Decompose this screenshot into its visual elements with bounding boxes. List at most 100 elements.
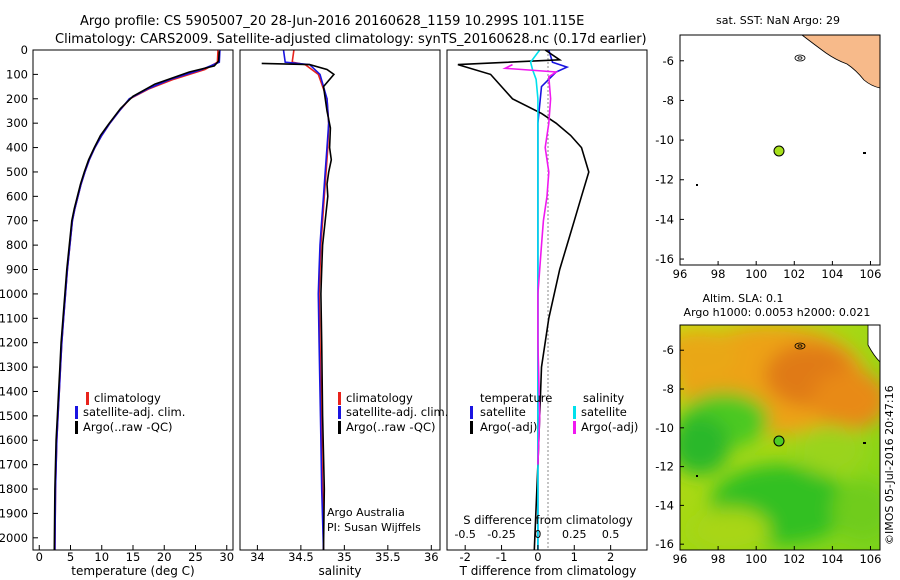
sst-map-title: sat. SST: NaN Argo: 29 bbox=[716, 14, 840, 27]
y-tick-label: -14 bbox=[655, 212, 674, 226]
salinity-climatology-line bbox=[291, 49, 330, 551]
y-tick-label: -16 bbox=[655, 252, 674, 266]
imos-timestamp: ©IMOS 05-Jul-2016 20:47:16 bbox=[883, 385, 896, 545]
x-tick-label: 35.5 bbox=[375, 550, 401, 564]
x-tick-label: 5 bbox=[67, 550, 74, 564]
x-tick-label: 15 bbox=[126, 550, 141, 564]
x-tick-label: 106 bbox=[859, 267, 881, 281]
y-tick-label: -10 bbox=[655, 133, 674, 147]
s-tick-label: -0.25 bbox=[487, 528, 515, 541]
difference-series bbox=[457, 49, 590, 551]
legend-label: Argo(-adj) bbox=[581, 420, 638, 434]
y-tick-label: -10 bbox=[655, 421, 674, 435]
legend-label: Argo(..raw -QC) bbox=[346, 420, 436, 434]
island-christmas bbox=[863, 442, 866, 444]
x-tick-label: 102 bbox=[783, 267, 805, 281]
y-tick-label: 200 bbox=[6, 92, 28, 106]
y-tick-label: 1500 bbox=[0, 409, 28, 423]
x-tick-label: 34.5 bbox=[288, 550, 314, 564]
s-tick-label: 0.5 bbox=[602, 528, 620, 541]
x-tick-label: 100 bbox=[745, 267, 767, 281]
legend-label: Argo(-adj) bbox=[480, 420, 537, 434]
x-tick-label: 20 bbox=[157, 550, 172, 564]
sla-map-frame bbox=[679, 324, 881, 551]
salinity-xlabel: salinity bbox=[318, 564, 361, 578]
x-tick-label: 96 bbox=[673, 552, 688, 566]
header-line-2: Climatology: CARS2009. Satellite-adjuste… bbox=[55, 32, 647, 47]
legend-swatch-sal-satellite bbox=[573, 406, 576, 419]
legend-swatch-climatology bbox=[86, 392, 89, 405]
sst-map: sat. SST: NaN Argo: 29 96 98 100 102 104 106 -… bbox=[655, 14, 881, 281]
legend-swatch-climatology bbox=[338, 392, 341, 405]
difference-panel: -2 -1 0 1 2 -0.5 -0.25 0 0.25 0.5 T difference fr… bbox=[446, 49, 648, 578]
y-tick-label: -12 bbox=[655, 460, 674, 474]
island-christmas bbox=[863, 152, 866, 154]
temperature-xlabel: temperature (deg C) bbox=[71, 564, 194, 578]
legend-label: climatology bbox=[94, 391, 161, 405]
island-cocos bbox=[696, 475, 698, 477]
sst-map-frame bbox=[679, 34, 881, 266]
y-tick-label: -6 bbox=[663, 54, 674, 68]
contour-ring bbox=[794, 54, 806, 62]
y-tick-label: 700 bbox=[6, 214, 28, 228]
y-tick-label: 500 bbox=[6, 165, 28, 179]
salinity-series bbox=[261, 49, 336, 551]
y-tick-label: 1300 bbox=[0, 360, 28, 374]
y-tick-label: 1800 bbox=[0, 482, 28, 496]
x-tick-label: 96 bbox=[673, 267, 688, 281]
y-tick-label: 1100 bbox=[0, 311, 28, 325]
temperature-argo-diff-line bbox=[457, 49, 590, 551]
x-tick-label: 36 bbox=[424, 550, 439, 564]
difference-xlabel-top: S difference from climatology bbox=[463, 513, 633, 527]
y-tick-label: 1200 bbox=[0, 336, 28, 350]
legend-label: satellite-adj. clim. bbox=[83, 405, 185, 419]
x-tick-label: 104 bbox=[821, 267, 843, 281]
legend-title-temperature: temperature bbox=[480, 391, 552, 405]
s-tick-label: -0.5 bbox=[454, 528, 475, 541]
sla-map-axis: 96 98 100 102 104 106 -6 -8 -10 -12 -14 -16 bbox=[655, 343, 881, 566]
argo-australia-credit: Argo Australia bbox=[327, 506, 405, 519]
y-tick-label: 1400 bbox=[0, 384, 28, 398]
x-tick-label: 34 bbox=[250, 550, 265, 564]
x-tick-label: -2 bbox=[459, 550, 470, 564]
y-tick-label: -8 bbox=[663, 382, 674, 396]
y-tick-label: 400 bbox=[6, 141, 28, 155]
x-tick-label: -1 bbox=[496, 550, 507, 564]
temperature-panel: 0100200300400500600700800900100011001200… bbox=[0, 43, 234, 578]
x-tick-label: 2 bbox=[607, 550, 614, 564]
argo-float-marker bbox=[773, 435, 785, 447]
difference-xlabel: T difference from climatology bbox=[459, 564, 637, 578]
x-tick-label: 0 bbox=[534, 550, 541, 564]
x-tick-label: 98 bbox=[711, 267, 726, 281]
island-cocos bbox=[696, 184, 698, 186]
difference-plot-frame bbox=[446, 49, 648, 551]
temperature-axis: 0100200300400500600700800900100011001200… bbox=[0, 43, 234, 564]
salinity-axis: 34 34.5 35 35.5 36 bbox=[250, 545, 439, 564]
x-tick-label: 1 bbox=[571, 550, 578, 564]
contour-ring bbox=[794, 342, 806, 350]
temperature-series bbox=[53, 49, 221, 551]
difference-legend: temperature satellite Argo(-adj) salinit… bbox=[470, 391, 638, 434]
legend-swatch-argo bbox=[338, 421, 341, 434]
y-tick-label: -16 bbox=[655, 537, 674, 551]
temperature-satellite-line bbox=[54, 49, 221, 551]
x-tick-label: 30 bbox=[219, 550, 234, 564]
salinity-plot-frame bbox=[239, 49, 441, 551]
x-tick-label: 0 bbox=[36, 550, 43, 564]
legend-title-salinity: salinity bbox=[583, 391, 624, 405]
legend-label: satellite bbox=[581, 405, 627, 419]
sla-map-subtitle: Argo h1000: 0.0053 h2000: 0.021 bbox=[684, 306, 871, 319]
salinity-satellite-line bbox=[282, 49, 330, 551]
y-tick-label: -14 bbox=[655, 498, 674, 512]
legend-swatch-satellite bbox=[75, 406, 78, 419]
x-tick-label: 35 bbox=[337, 550, 352, 564]
x-tick-label: 102 bbox=[783, 552, 805, 566]
sst-map-axis: 96 98 100 102 104 106 -6 -8 -10 -12 -14 -16 bbox=[655, 54, 881, 281]
temperature-argo-line bbox=[53, 51, 221, 551]
x-tick-label: 10 bbox=[94, 550, 109, 564]
s-tick-label: 0 bbox=[534, 528, 541, 541]
y-tick-label: -8 bbox=[663, 93, 674, 107]
x-tick-label: 106 bbox=[859, 552, 881, 566]
header-line-1: Argo profile: CS 5905007_20 28-Jun-2016 … bbox=[80, 14, 584, 29]
